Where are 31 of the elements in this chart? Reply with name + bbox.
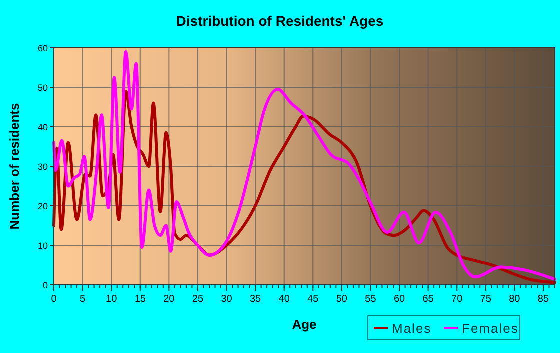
- x-tick-label: 20: [164, 294, 176, 305]
- line-series: [52, 50, 556, 281]
- y-tick-label: 50: [38, 83, 48, 93]
- x-tick-label: 65: [422, 294, 434, 305]
- y-tick-label: 20: [38, 202, 48, 212]
- x-tick-label: 30: [221, 294, 233, 305]
- x-axis-title: Age: [292, 317, 317, 332]
- x-tick-label: 35: [250, 294, 262, 305]
- x-tick-label: 15: [134, 294, 146, 305]
- y-axis-title: Number of residents: [7, 103, 22, 230]
- x-tick-label: 70: [452, 294, 464, 305]
- y-tick-label: 10: [38, 241, 48, 251]
- x-tick-label: 45: [308, 294, 320, 305]
- x-tick-label: 25: [192, 294, 204, 305]
- x-tick-label: 0: [51, 294, 58, 305]
- chart-title: Distribution of Residents' Ages: [176, 13, 384, 29]
- y-tick-label: 40: [38, 122, 48, 132]
- y-tick-label: 0: [42, 280, 48, 290]
- y-tick-label: 60: [38, 44, 48, 54]
- legend-label: Females: [462, 321, 519, 336]
- x-tick-label: 75: [480, 294, 492, 305]
- x-tick-label: 60: [394, 294, 406, 305]
- x-tick-label: 50: [336, 294, 348, 305]
- x-tick-label: 55: [365, 294, 377, 305]
- legend-label: Males: [392, 321, 432, 336]
- x-tick-label: 5: [80, 294, 86, 305]
- x-tick-label: 40: [278, 294, 290, 305]
- x-tick-label: 80: [509, 294, 521, 305]
- x-tick-label: 85: [538, 294, 550, 305]
- x-tick-label: 10: [106, 294, 118, 305]
- y-tick-label: 30: [38, 162, 48, 172]
